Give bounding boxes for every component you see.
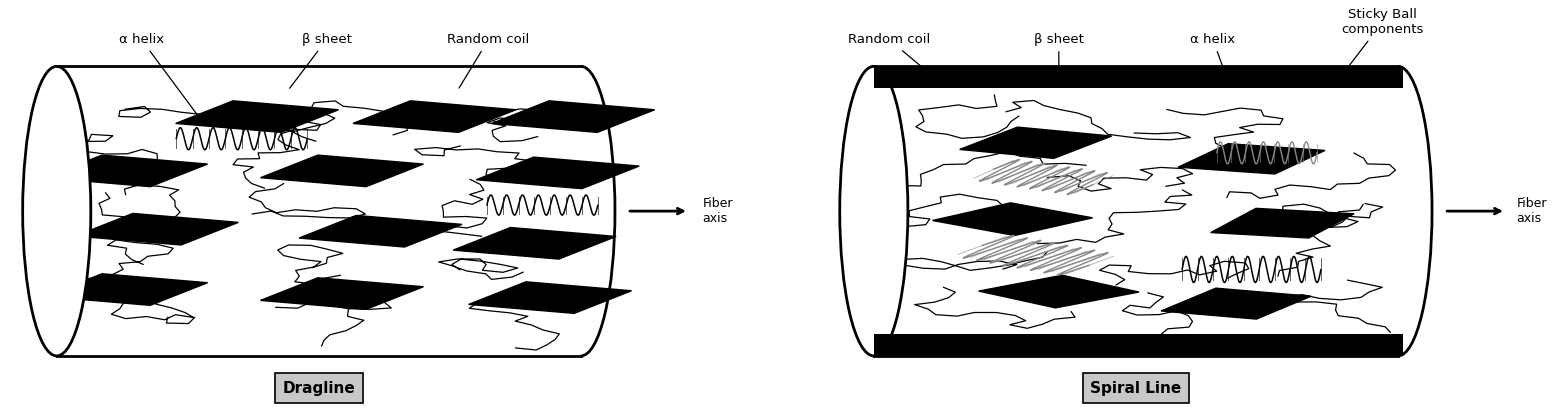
Polygon shape <box>176 101 339 132</box>
Polygon shape <box>979 275 1139 308</box>
Polygon shape <box>1161 288 1312 319</box>
Text: Fiber
axis: Fiber axis <box>1517 197 1547 225</box>
Polygon shape <box>1178 144 1326 174</box>
Text: Spiral Line: Spiral Line <box>1091 381 1181 395</box>
Text: Sticky Ball
components: Sticky Ball components <box>1338 8 1424 80</box>
Ellipse shape <box>840 66 907 356</box>
Polygon shape <box>299 215 462 247</box>
Ellipse shape <box>23 66 90 356</box>
Polygon shape <box>45 155 207 187</box>
Bar <box>874 66 1404 88</box>
Polygon shape <box>932 203 1092 235</box>
Polygon shape <box>76 213 238 245</box>
Polygon shape <box>353 101 517 132</box>
Bar <box>874 334 1404 356</box>
Polygon shape <box>476 157 640 189</box>
Text: Random coil: Random coil <box>447 33 529 88</box>
Text: α helix: α helix <box>1190 33 1235 80</box>
Polygon shape <box>45 274 207 305</box>
Polygon shape <box>492 101 655 132</box>
Text: Dragline: Dragline <box>283 381 355 395</box>
Text: Fiber
axis: Fiber axis <box>703 197 733 225</box>
Text: β sheet: β sheet <box>1033 33 1083 80</box>
Bar <box>56 66 580 356</box>
Polygon shape <box>260 278 423 309</box>
Polygon shape <box>453 227 616 259</box>
Polygon shape <box>960 127 1111 159</box>
Polygon shape <box>260 155 423 187</box>
Text: β sheet: β sheet <box>289 33 352 88</box>
Polygon shape <box>1211 208 1354 238</box>
Polygon shape <box>468 282 632 313</box>
Text: Random coil: Random coil <box>848 33 934 77</box>
Bar <box>874 66 1397 356</box>
Text: α helix: α helix <box>118 33 199 116</box>
